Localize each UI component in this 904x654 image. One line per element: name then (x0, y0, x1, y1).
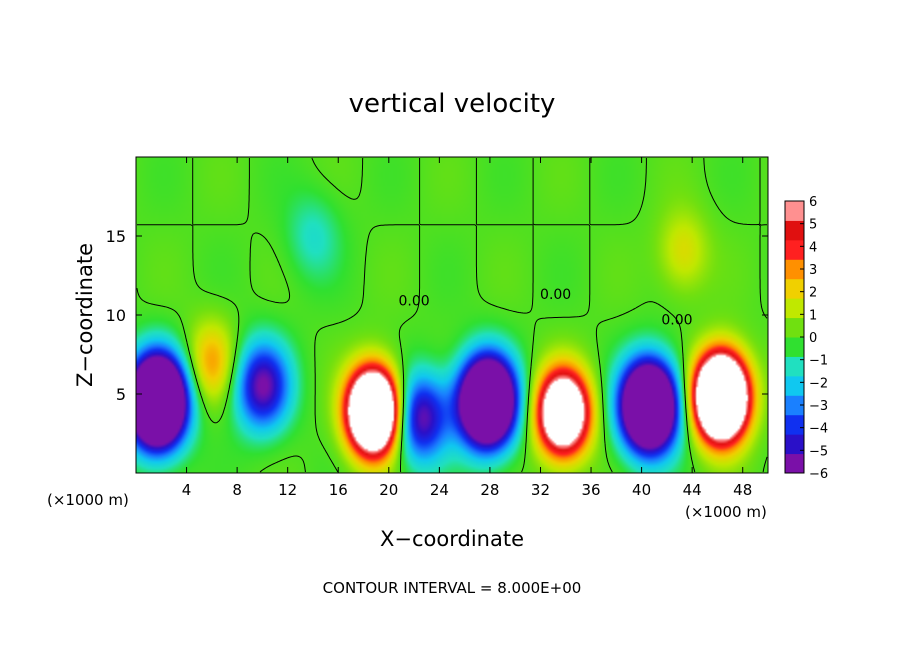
x-axis-ticks: 4 8 12 16 20 24 28 32 36 40 44 48 (182, 157, 752, 499)
x-tick-label: 40 (632, 481, 651, 499)
colorbar-label: −4 (809, 422, 828, 437)
x-tick-label: 44 (683, 481, 702, 499)
zero-contour-line (136, 157, 768, 473)
x-tick-label: 48 (733, 481, 752, 499)
colorbar-label: 6 (809, 195, 817, 210)
colorbar: 6 5 4 3 2 1 0 −1 −2 −3 −4 −5 −6 (784, 195, 828, 482)
colorbar-label: −5 (809, 444, 828, 459)
y-axis-label: Z−coordinate (73, 243, 97, 387)
colorbar-label: 5 (809, 218, 817, 233)
colorbar-swatch (785, 259, 804, 280)
x-unit-left: (×1000 m) (47, 491, 129, 509)
x-tick-label: 32 (531, 481, 550, 499)
zero-contours: 0.00 0.00 0.00 (136, 157, 768, 473)
colorbar-label: 2 (809, 286, 817, 301)
y-tick-label: 15 (106, 227, 126, 246)
heatmap-field (136, 157, 768, 473)
colorbar-label: 4 (809, 240, 817, 255)
contour-label: 0.00 (398, 294, 429, 310)
colorbar-label: 1 (809, 308, 817, 323)
chart-title: vertical velocity (349, 89, 556, 119)
x-tick-label: 20 (379, 481, 398, 499)
contour-label: 0.00 (661, 312, 692, 328)
contour-interval-note: CONTOUR INTERVAL = 8.000E+00 (323, 579, 582, 597)
colorbar-label: 0 (809, 331, 817, 346)
colorbar-label: −1 (809, 354, 828, 369)
y-tick-label: 10 (106, 306, 126, 325)
colorbar-swatch (785, 395, 804, 416)
colorbar-label: −3 (809, 399, 828, 414)
colorbar-swatch (785, 434, 804, 455)
colorbar-label: −2 (809, 376, 828, 391)
colorbar-swatch (785, 278, 804, 299)
heatmap-image (136, 157, 768, 473)
colorbar-swatch (785, 220, 804, 241)
colorbar-swatch (785, 317, 804, 338)
x-tick-label: 24 (430, 481, 449, 499)
colorbar-swatch (785, 375, 804, 396)
x-axis-label: X−coordinate (380, 527, 524, 551)
x-tick-label: 36 (581, 481, 600, 499)
colorbar-swatch (785, 337, 804, 357)
x-unit-right: (×1000 m) (685, 503, 767, 521)
colorbar-swatch (785, 414, 804, 435)
x-tick-label: 4 (182, 481, 192, 499)
x-tick-label: 12 (278, 481, 297, 499)
x-tick-label: 16 (329, 481, 348, 499)
x-tick-label: 28 (480, 481, 499, 499)
y-axis-ticks: 5 10 15 (106, 227, 768, 404)
colorbar-swatch (785, 201, 804, 221)
colorbar-label: −6 (809, 467, 828, 482)
contour-label: 0.00 (540, 287, 571, 303)
x-tick-label: 8 (232, 481, 242, 499)
colorbar-label: 3 (809, 263, 817, 278)
y-tick-label: 5 (116, 385, 126, 404)
colorbar-swatch (785, 356, 804, 377)
colorbar-swatch (785, 298, 804, 319)
colorbar-swatch (785, 239, 804, 260)
colorbar-swatch (785, 453, 804, 474)
